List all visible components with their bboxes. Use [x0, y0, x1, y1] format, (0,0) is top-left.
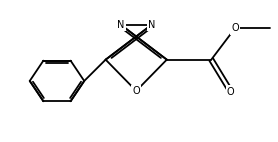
- Text: O: O: [227, 87, 235, 97]
- Text: O: O: [132, 86, 140, 96]
- Text: N: N: [117, 20, 125, 30]
- Text: O: O: [231, 23, 239, 33]
- Text: N: N: [148, 20, 155, 30]
